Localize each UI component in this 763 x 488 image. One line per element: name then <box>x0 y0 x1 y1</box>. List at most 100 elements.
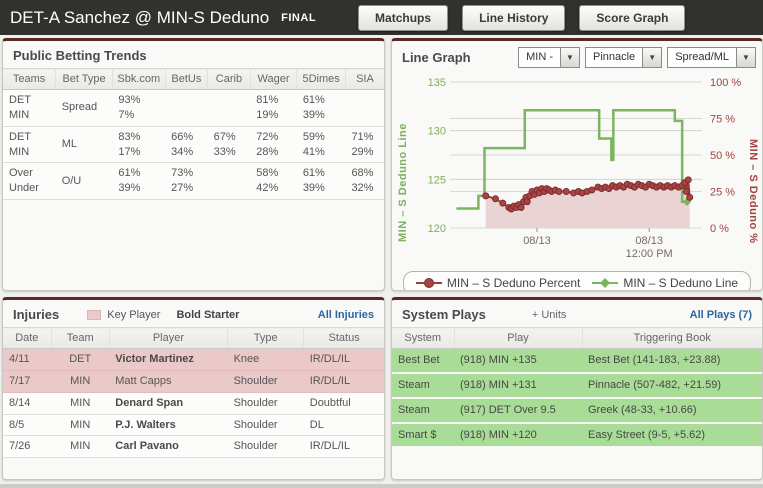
percent-value: 58% <box>256 167 279 180</box>
cell-date: 7/17 <box>3 370 52 393</box>
percent-marker <box>682 188 690 195</box>
cell-teams: DET MIN <box>3 89 56 127</box>
column-header-5dimes: 5Dimes <box>296 68 346 90</box>
percent-value: 39% <box>118 182 141 195</box>
select-value: Pinnacle <box>592 51 636 63</box>
cell-team: MIN <box>51 370 110 393</box>
percent-value: 32% <box>351 182 374 195</box>
all-plays-link[interactable]: All Plays (7) <box>689 308 752 321</box>
header-buttons: Matchups Line History Score Graph <box>358 4 686 31</box>
cell-bet-type: O/U <box>55 162 113 201</box>
percent-value: 61% <box>302 94 325 106</box>
key-player-swatch <box>87 309 102 320</box>
header-button-matchups[interactable]: Matchups <box>358 4 449 31</box>
percent-value: 68% <box>351 167 374 180</box>
left-axis-title: MIN – S Deduno Line <box>397 123 409 243</box>
x-axis-tick-label: 12:00 PM <box>626 248 673 260</box>
column-header-date: Date <box>3 327 52 349</box>
right-axis-tick-label: 50 % <box>710 150 735 162</box>
percent-value <box>214 93 245 108</box>
cell-team: MIN <box>51 435 110 459</box>
injuries-panel: Injuries Key Player Bold Starter All Inj… <box>2 297 385 480</box>
cell-percentages: 83% 17% <box>112 126 166 164</box>
column-header-play: Play <box>454 327 583 349</box>
legend-label: MIN – S Deduno Line <box>623 276 739 290</box>
matchup-header-bar: DET-A Sanchez @ MIN-S Deduno FINAL Match… <box>0 0 763 35</box>
chevron-down-icon[interactable]: ▼ <box>559 48 579 67</box>
table-row: Smart $ (918) MIN +120 Easy Street (9-5, +… <box>392 422 762 449</box>
cell-percentages: 61% 39% <box>112 162 166 201</box>
percent-value: 39% <box>302 108 325 121</box>
percent-value <box>351 108 378 123</box>
percent-value: 61% <box>302 167 325 180</box>
x-axis-tick-label: 08/13 <box>523 235 551 247</box>
column-header-sia: SIA <box>345 68 384 90</box>
percent-value: 41% <box>302 145 325 158</box>
legend-item-min-s-deduno-percent: MIN – S Deduno Percent <box>415 276 580 290</box>
percent-value: 73% <box>171 167 194 180</box>
select-spread-ml[interactable]: Spread/ML ▼ <box>667 47 756 68</box>
table-row: Best Bet (918) MIN +135 Best Bet (141-183,… <box>392 348 762 374</box>
table-row: Steam (917) DET Over 9.5 Greek (48-33, +10… <box>392 397 762 424</box>
matchup-title: DET-A Sanchez @ MIN-S Deduno <box>10 7 270 27</box>
line-series-icon <box>592 278 619 288</box>
left-axis-tick-label: 135 <box>428 77 446 89</box>
cell-triggering-book: Best Bet (141-183, +23.88) <box>582 348 762 374</box>
percent-value <box>171 93 202 108</box>
column-header-system: System <box>392 327 455 349</box>
system-plays-title: System Plays <box>402 307 486 322</box>
column-header-player: Player <box>109 327 229 349</box>
line-chart: MIN – S Deduno Line MIN – S Deduno % 135… <box>392 72 762 290</box>
cell-type: Shoulder <box>227 392 304 415</box>
cell-status: Doubtful <box>303 392 384 415</box>
percent-marker <box>517 204 525 212</box>
cell-play: (918) MIN +120 <box>454 422 582 449</box>
cell-status: IR/DL/IL <box>303 348 384 371</box>
system-plays-header: System Plays + Units All Plays (7) <box>392 300 762 327</box>
cell-percentages: 61% 39% <box>296 162 346 201</box>
cell-play: (918) MIN +131 <box>454 372 582 399</box>
x-axis-tick-label: 08/13 <box>635 235 663 247</box>
select-value: MIN - <box>526 51 553 63</box>
cell-teams: Over Under <box>3 162 56 201</box>
cell-percentages: 67% 33% <box>207 126 251 164</box>
cell-date: 7/26 <box>3 435 52 459</box>
injuries-panel-header: Injuries Key Player Bold Starter All Inj… <box>3 300 384 327</box>
percent-marker <box>482 192 490 200</box>
cell-percentages <box>207 89 251 127</box>
betting-panel-title: Public Betting Trends <box>13 48 147 63</box>
percent-value: 83% <box>118 130 141 143</box>
cell-system: Smart $ <box>392 422 454 449</box>
header-button-line-history[interactable]: Line History <box>462 4 566 31</box>
table-row: 7/17 MIN Matt Capps Shoulder IR/DL/IL <box>3 370 384 393</box>
chart-plot-area: 135 130 125 120 100 % 75 % 50 % 25 % 0 % 08/13 08/… <box>428 77 742 260</box>
select-pinnacle[interactable]: Pinnacle ▼ <box>584 47 663 68</box>
column-header-team: Team <box>51 327 110 349</box>
bottom-divider <box>0 484 763 488</box>
chevron-down-icon[interactable]: ▼ <box>642 48 662 67</box>
units-label: + Units <box>531 308 567 321</box>
betting-header-row: Teams Bet Type Sbk.com BetUs Carib Wager 5Dime… <box>3 68 384 90</box>
betting-table: Teams Bet Type Sbk.com BetUs Carib Wager 5Dime… <box>3 68 384 201</box>
right-axis-tick-label: 25 % <box>710 187 735 199</box>
cell-percentages <box>207 162 251 201</box>
all-injuries-link[interactable]: All Injuries <box>317 308 374 321</box>
system-plays-table: System Play Triggering Book Best Bet (918) … <box>392 327 762 449</box>
table-row: Steam (918) MIN +131 Pinnacle (507-482, +2… <box>392 372 762 399</box>
cell-system: Steam <box>392 397 454 424</box>
column-header-triggering-book: Triggering Book <box>582 327 762 349</box>
line-graph-header: Line Graph MIN - ▼ Pinnacle ▼ Spread/ML ▼ <box>392 41 762 72</box>
column-header-betus: BetUs <box>165 68 209 90</box>
percent-value <box>351 93 378 108</box>
chevron-down-icon[interactable]: ▼ <box>736 48 755 67</box>
percent-value: 72% <box>256 130 279 143</box>
cell-status: DL <box>303 414 384 437</box>
percent-value <box>214 166 245 181</box>
header-button-score-graph[interactable]: Score Graph <box>579 4 686 31</box>
cell-system: Steam <box>392 372 454 399</box>
injuries-table: Date Team Player Type Status 4/11 DET Victor M… <box>3 327 384 459</box>
system-plays-panel: System Plays + Units All Plays (7) Syste… <box>391 297 763 480</box>
column-header-type: Type <box>227 327 305 349</box>
select-min[interactable]: MIN - ▼ <box>518 47 580 68</box>
right-axis-tick-label: 75 % <box>710 114 735 126</box>
